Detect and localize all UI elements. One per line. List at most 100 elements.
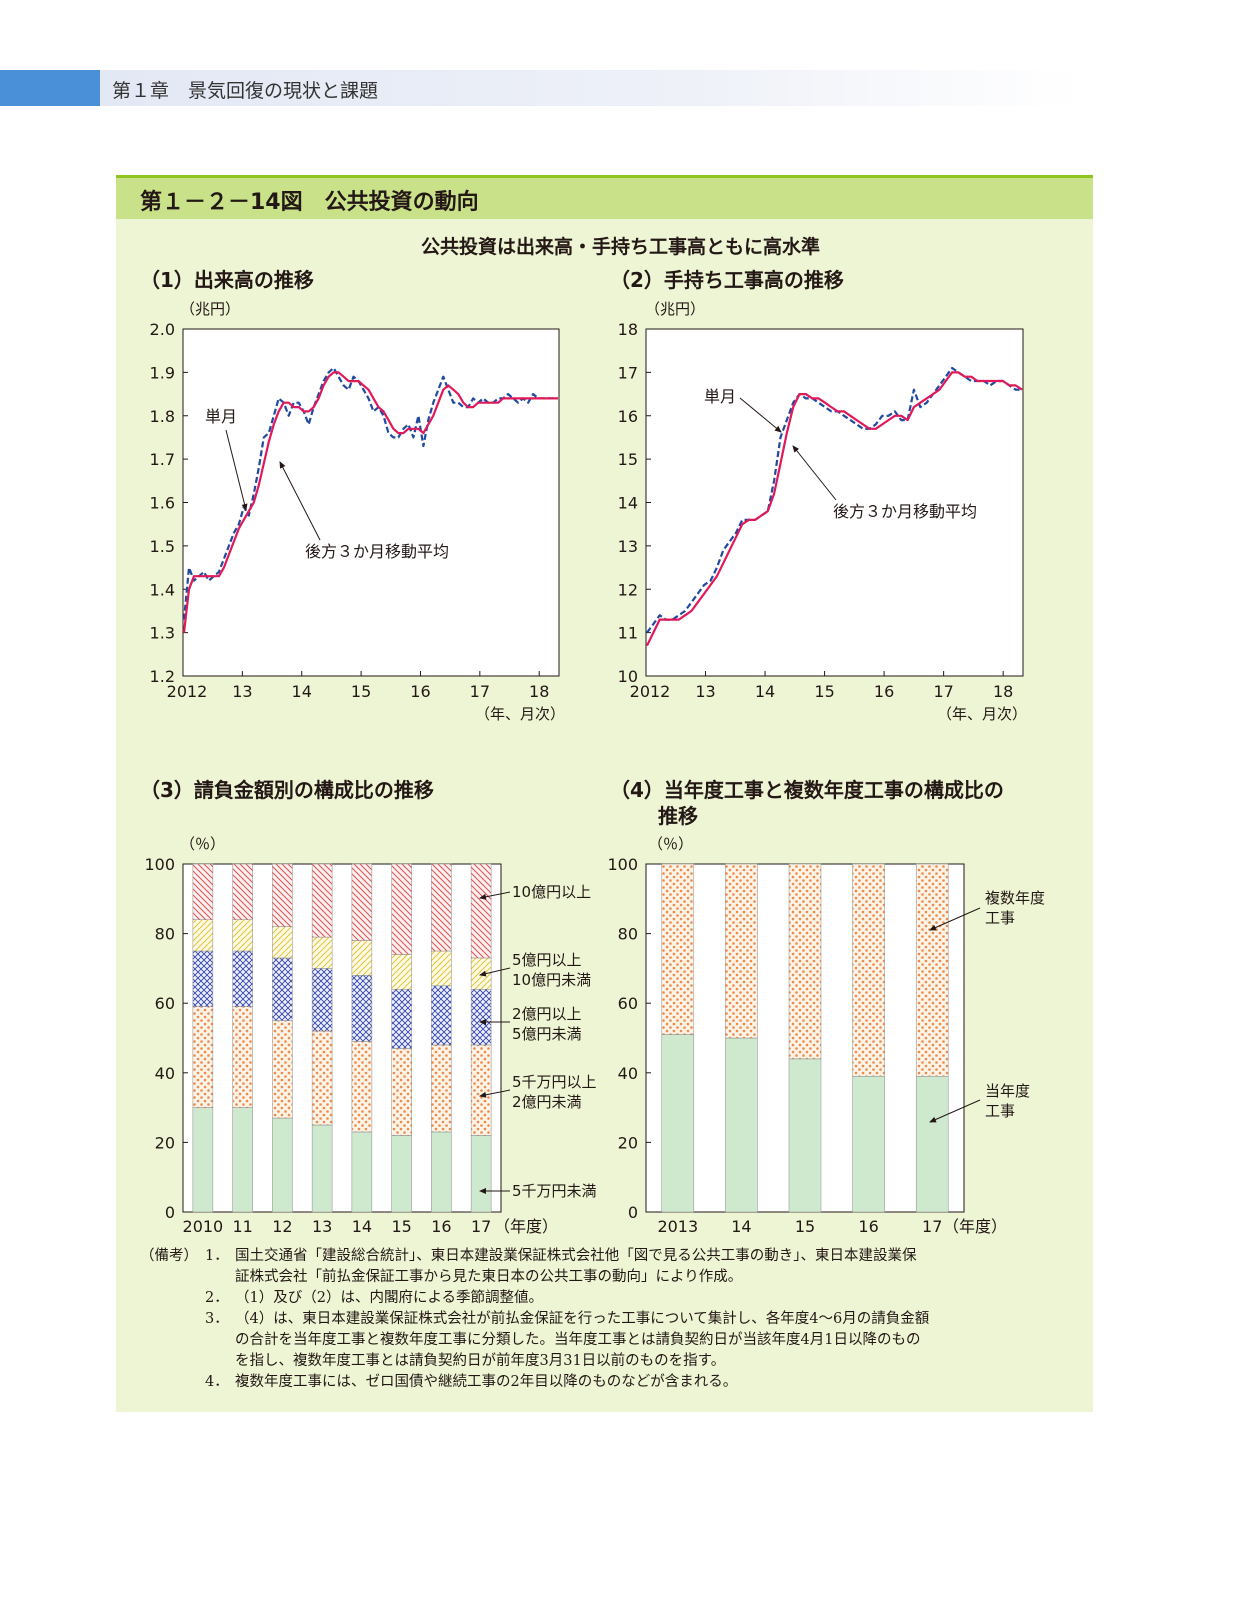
chart4-bar-segment <box>852 863 885 1077</box>
chart3-bar-segment <box>391 1048 412 1136</box>
chart3-xtick-label: 12 <box>272 1217 292 1236</box>
chart4-legend-label-line1: 複数年度 <box>985 889 1045 907</box>
chart4-bar-segment <box>788 863 822 1060</box>
chart3-bar-segment <box>272 1020 293 1119</box>
chart2-ytick-label: 18 <box>618 320 638 339</box>
chart1-series-single-month-line <box>182 366 558 620</box>
figure-title: 第１－２－14図 公共投資の動向 <box>140 190 479 215</box>
chart3-ytick-label: 20 <box>155 1133 175 1152</box>
chart3-legend-label-line2: 5億円未満 <box>512 1025 582 1043</box>
chart3-bar-segment <box>351 940 373 976</box>
chart1-ytick-label: 1.4 <box>150 580 175 599</box>
chart1-ytick-label: 1.6 <box>150 494 175 513</box>
note-3-line-1: （4）は、東日本建設業保証株式会社が前払金保証を行った工事について集計し、各年度… <box>235 1311 930 1327</box>
chart3-bar-segment <box>470 863 492 959</box>
chart3-legend-label-line1: 5億円以上 <box>512 951 582 969</box>
chart3-bar-segment <box>311 936 333 969</box>
chart3-ytick-label: 0 <box>165 1203 175 1222</box>
chart1-unit: （兆円） <box>180 300 241 318</box>
chart1-annotation-single-month: 単月 <box>205 407 237 426</box>
chart2-annotation-arrow <box>792 445 837 501</box>
chart3-bar-segment <box>431 1044 452 1133</box>
chart3-bar-segment <box>431 950 452 987</box>
chart4-title-line1: （4）当年度工事と複数年度工事の構成比の <box>610 778 1004 802</box>
chart3-unit: （％） <box>180 835 226 853</box>
note-2-num: 2． <box>205 1290 229 1306</box>
chart3-bar-segment <box>311 863 333 938</box>
note-2-line-1: （1）及び（2）は、内閣府による季節調整値。 <box>235 1290 544 1306</box>
note-1-line-2: 証株式会社「前払金保証工事から見た東日本の公共工事の動向」により作成。 <box>235 1269 743 1285</box>
chart3-bar-segment <box>431 863 452 952</box>
note-1-num: 1． <box>205 1248 229 1264</box>
chart1-xtick-label: 18 <box>529 682 549 701</box>
note-4-num: 4． <box>205 1374 229 1390</box>
chart3-bar-segment <box>311 1030 333 1126</box>
chart3-bar-segment <box>272 957 293 1021</box>
chapter-title: 第１章 景気回復の現状と課題 <box>112 80 379 102</box>
chart1-ytick-label: 1.5 <box>150 537 175 556</box>
chart4-bar-segment <box>725 1037 758 1213</box>
chart4-ytick-label: 60 <box>618 994 638 1013</box>
chart4-xtick-label: 15 <box>795 1217 815 1236</box>
chart4-ytick-label: 100 <box>607 855 638 874</box>
chart1-xtick-label: 13 <box>232 682 252 701</box>
chart2-xtick-label: 16 <box>874 682 894 701</box>
chart4-xaxis-unit: （年度） <box>943 1217 1007 1236</box>
figure-subtitle: 公共投資は出来高・手持ち工事高ともに高水準 <box>420 236 820 258</box>
chart3-bar-segment <box>272 926 293 959</box>
chart3-bar-segment <box>311 968 333 1032</box>
chart3-bar-segment <box>192 863 214 920</box>
chart1-ytick-label: 1.7 <box>150 450 175 469</box>
chart1-xtick-label: 17 <box>470 682 490 701</box>
chart1-xtick-label: 2012 <box>167 682 208 701</box>
chart3-legend-label-line2: 2億円未満 <box>512 1093 582 1111</box>
chart2-ytick-label: 16 <box>618 407 638 426</box>
chart2-ytick-label: 14 <box>618 494 638 513</box>
chart2-xtick-label: 13 <box>695 682 715 701</box>
chart3-xtick-label: 11 <box>232 1217 252 1236</box>
chart4-bar-segment <box>915 1076 949 1213</box>
chart2-xaxis-unit: （年、月次） <box>937 705 1027 723</box>
chart3-ytick-label: 40 <box>155 1064 175 1083</box>
chart3-bar-segment <box>470 1044 492 1136</box>
note-3-line-3: を指し、複数年度工事とは請負契約日が前年度3月31日以前のものを指す。 <box>235 1353 726 1369</box>
chart4-ytick-label: 40 <box>618 1064 638 1083</box>
chart4-legend-label-line2: 工事 <box>985 1102 1015 1120</box>
chart3-title: （3）請負金額別の構成比の推移 <box>140 778 434 802</box>
chart3-legend-label-line2: 10億円未満 <box>512 971 591 989</box>
chart3-bar-segment <box>470 989 492 1046</box>
figure-title-bar: 第１－２－14図 公共投資の動向 <box>116 175 1093 219</box>
chart3-bar-segment <box>232 863 253 920</box>
chart3-xtick-label: 15 <box>391 1217 411 1236</box>
chart4-ytick-label: 20 <box>618 1133 638 1152</box>
note-4-line-1: 複数年度工事には、ゼロ国債や継続工事の2年目以降のものなどが含まれる。 <box>235 1374 738 1390</box>
chart1-title: （1）出来高の推移 <box>140 268 314 292</box>
chart3-legend-label-line1: 5千万円以上 <box>512 1073 597 1091</box>
chart4-xtick-label: 2013 <box>657 1217 698 1236</box>
note-1-line-1: 国土交通省「建設総合統計」、東日本建設業保証株式会社他「図で見る公共工事の動き」… <box>235 1248 917 1264</box>
chart1-plot-area <box>182 328 560 677</box>
chart3-bar-segment <box>192 1006 214 1108</box>
chart3-bar-segment <box>311 1124 333 1213</box>
chart3-legend-arrow <box>479 891 511 900</box>
chart2-xtick-label: 14 <box>755 682 775 701</box>
chart2-annotation-single-month: 単月 <box>704 387 736 406</box>
chart4-unit: （％） <box>648 835 694 853</box>
chart4-bar-segment <box>788 1058 822 1213</box>
chart2-xtick-label: 15 <box>814 682 834 701</box>
chart1-ytick-label: 1.9 <box>150 363 175 382</box>
chart3-bar-segment <box>391 989 412 1049</box>
chart4-bar-segment <box>661 1034 695 1213</box>
chart3-xtick-label: 17 <box>471 1217 491 1236</box>
chart3-bar-segment <box>232 1006 253 1108</box>
chart3-stacked-bar-chart: 0 20 40 60 80 100 2010 11 12 13 14 15 16 17 （年度） 10億円以上… <box>144 855 596 1236</box>
chart3-plot-area <box>182 863 502 1213</box>
chart3-bar-segment <box>272 1117 293 1213</box>
chart2-annotation-moving-average: 後方３か月移動平均 <box>833 502 977 521</box>
chart4-xtick-label: 17 <box>922 1217 942 1236</box>
chart4-bar-segment <box>661 863 695 1035</box>
chart3-xtick-label: 14 <box>352 1217 372 1236</box>
chart3-bar-segment <box>232 1107 253 1213</box>
chart3-ytick-label: 100 <box>144 855 175 874</box>
chart1-line-chart: 1.2 1.3 1.4 1.5 1.6 1.7 1.8 1.9 2.0 2012 13 14 15 16 1… <box>150 320 565 723</box>
